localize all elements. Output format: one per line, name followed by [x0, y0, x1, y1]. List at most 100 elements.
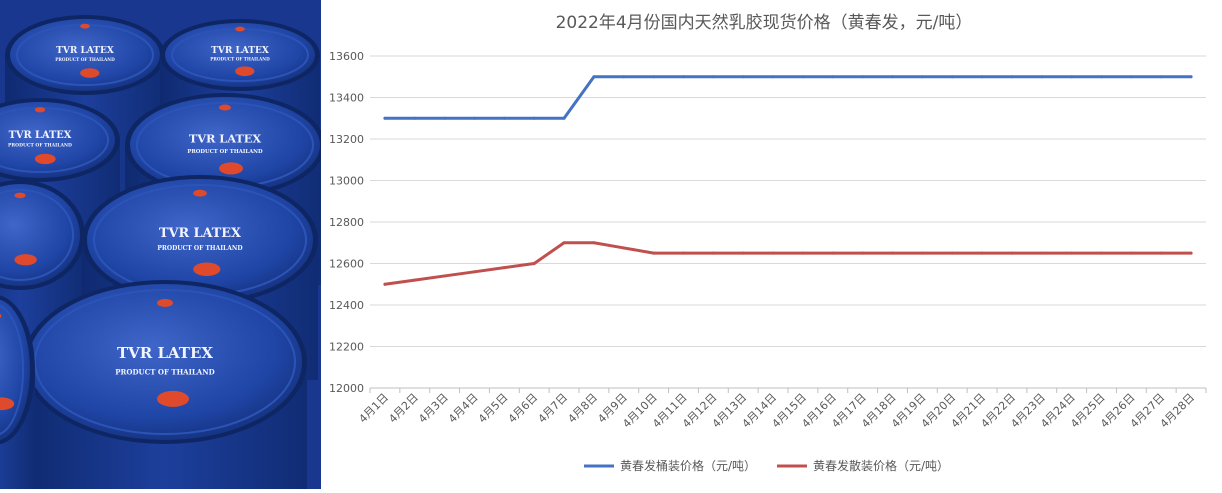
data-point: [920, 251, 924, 255]
drum-label-main: TVR LATEX: [9, 130, 72, 141]
data-point: [473, 116, 476, 120]
bung-cap: [14, 254, 37, 266]
chart-title: 2022年4月份国内天然乳胶现货价格（黄春发，元/吨）: [556, 13, 973, 33]
data-point: [413, 116, 417, 120]
data-point: [1100, 251, 1103, 255]
data-point: [1189, 75, 1193, 79]
bung-cap: [157, 298, 173, 307]
data-point: [950, 251, 954, 255]
data-point: [741, 75, 745, 79]
data-point: [711, 251, 715, 255]
data-point: [532, 116, 536, 120]
data-point: [920, 75, 924, 79]
data-point: [831, 251, 835, 255]
drum: TVR LATEX PRODUCT OF THAILAND: [23, 280, 307, 489]
bung-cap: [157, 390, 189, 407]
bung-cap: [219, 104, 231, 111]
drum-label-main: TVR LATEX: [211, 46, 269, 56]
legend-label: 黄春发散装价格（元/吨）: [813, 458, 949, 473]
gridlines: [370, 55, 1206, 389]
x-tick-label: 4月1日: [356, 391, 391, 426]
bung-cap: [193, 189, 207, 197]
drum-label-sub: PRODUCT OF THAILAND: [187, 149, 263, 155]
data-point: [831, 75, 835, 79]
legend: 黄春发桶装价格（元/吨） 黄春发散装价格（元/吨）: [584, 458, 949, 473]
data-point: [950, 75, 954, 79]
drum-label-main: TVR LATEX: [189, 131, 262, 145]
data-point: [1010, 251, 1014, 255]
data-point: [502, 266, 506, 270]
data-point: [622, 246, 626, 250]
data-point: [383, 116, 387, 120]
data-point: [1070, 75, 1074, 79]
data-point: [622, 75, 626, 79]
bung-cap: [34, 107, 46, 113]
data-point: [532, 262, 536, 265]
data-point: [771, 75, 775, 79]
bung-cap: [0, 314, 2, 318]
y-tick-label: 13000: [329, 175, 364, 188]
drum-label-sub: PRODUCT OF THAILAND: [157, 245, 242, 252]
x-tick-label: 4月4日: [446, 391, 481, 426]
data-point: [711, 75, 715, 79]
data-point: [1040, 75, 1044, 79]
data-point: [1010, 75, 1014, 79]
data-point: [443, 274, 447, 278]
data-point: [891, 251, 894, 255]
y-tick-label: 12800: [329, 216, 364, 229]
chart-canvas: 2022年4月份国内天然乳胶现货价格（黄春发，元/吨） 12000 12200 12…: [329, 13, 1207, 473]
latex-drums-photo: TVR LATEX PRODUCT OF THAILAND TVR LATEX PRO…: [0, 0, 321, 489]
data-point: [1159, 75, 1163, 79]
data-point: [1070, 251, 1074, 255]
y-tick-label: 13400: [329, 92, 364, 105]
drum-label-main: TVR LATEX: [159, 226, 241, 241]
drum-label-sub: PRODUCT OF THAILAND: [115, 367, 214, 376]
y-axis: 12000 12200 12400 12600 12800 13000 13200 13400…: [329, 50, 364, 395]
data-point: [1159, 251, 1163, 255]
data-point: [1100, 75, 1103, 79]
data-point: [443, 116, 447, 120]
data-point: [652, 251, 656, 255]
data-point: [980, 75, 984, 79]
data-point: [592, 75, 596, 79]
data-point: [652, 75, 656, 79]
data-point: [502, 116, 506, 120]
data-point: [771, 251, 775, 255]
data-point: [562, 241, 566, 245]
bung-cap: [34, 153, 56, 165]
drum: [0, 295, 35, 489]
y-tick-label: 12000: [329, 382, 364, 395]
y-tick-label: 12200: [329, 341, 364, 354]
data-point: [1189, 251, 1193, 255]
drum-label-main: TVR LATEX: [117, 344, 213, 362]
x-tick-label: 4月2日: [386, 391, 421, 426]
bung-cap: [235, 26, 245, 32]
bung-cap: [235, 66, 255, 76]
x-tick-label: 4月8日: [565, 391, 600, 426]
data-point: [592, 241, 596, 245]
bung-cap: [219, 162, 243, 175]
y-tick-label: 12600: [329, 258, 364, 271]
drum-label-sub: PRODUCT OF THAILAND: [55, 57, 115, 62]
bung-cap: [193, 262, 221, 277]
data-point: [741, 251, 745, 255]
legend-label: 黄春发桶装价格（元/吨）: [620, 458, 756, 473]
y-tick-label: 12400: [329, 299, 364, 312]
bung-cap: [80, 68, 100, 78]
drum-label-sub: PRODUCT OF THAILAND: [210, 56, 270, 61]
drum-label-main: TVR LATEX: [56, 46, 114, 56]
data-point: [383, 282, 387, 286]
data-point: [1129, 75, 1133, 79]
data-point: [413, 278, 417, 282]
x-tick-label: 4月3日: [416, 391, 451, 426]
x-axis: 4月1日4月2日4月3日4月4日4月5日4月6日4月7日4月8日4月9日4月10…: [356, 388, 1207, 431]
data-point: [682, 75, 685, 79]
data-point: [801, 251, 805, 255]
data-point: [562, 116, 566, 120]
x-tick-label: 4月7日: [536, 391, 571, 426]
data-point: [891, 75, 894, 79]
data-point: [1040, 251, 1044, 255]
data-point: [1129, 251, 1133, 255]
data-point: [861, 251, 865, 255]
